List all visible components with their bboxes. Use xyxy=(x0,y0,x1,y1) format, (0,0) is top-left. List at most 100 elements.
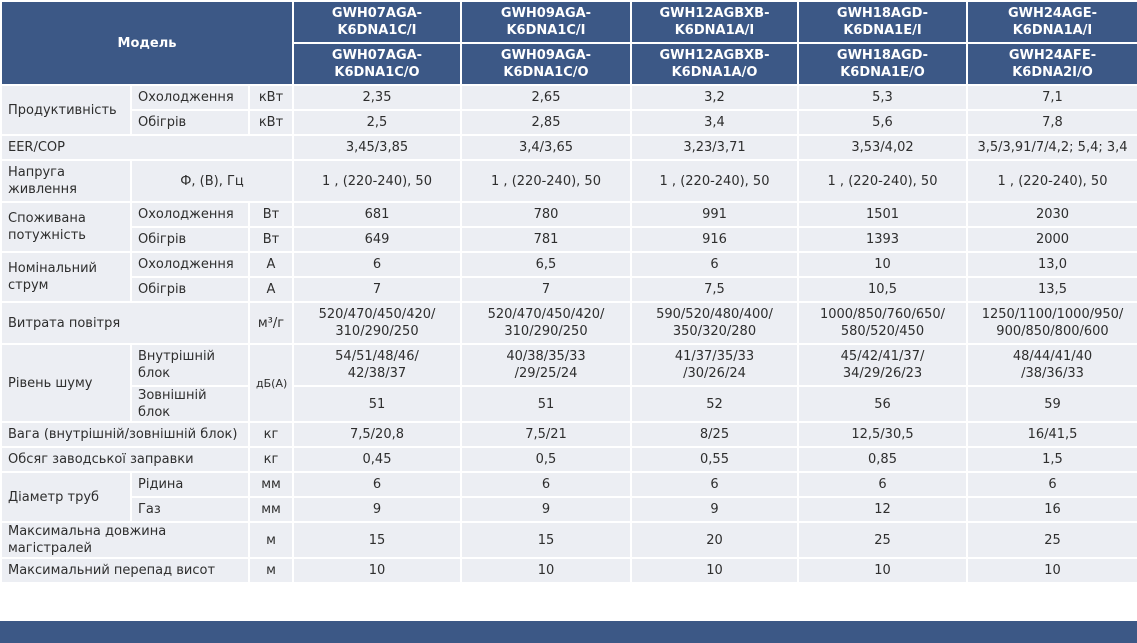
value-cell: 45/42/41/37/ 34/29/26/23 xyxy=(797,343,968,387)
row-label: Діаметр труб xyxy=(0,471,132,523)
value-cell: 15 xyxy=(460,521,632,559)
value-cell: 13,5 xyxy=(966,276,1137,303)
value-cell: 7,5/20,8 xyxy=(292,421,462,448)
body-row: Номінальний струм Охолодження А 6 6,5 6 10 13,0 xyxy=(0,251,1137,303)
value-cell: 59 xyxy=(966,385,1137,423)
value-cell: 10 xyxy=(797,557,968,584)
body-row: Обсяг заводської заправки кг 0,45 0,5 0,55 0,… xyxy=(0,446,1137,473)
value-cell: 51 xyxy=(460,385,632,423)
value-cell: 9 xyxy=(292,496,462,523)
unit: А xyxy=(248,251,294,278)
value-cell: 10 xyxy=(630,557,799,584)
row-label: Номінальний струм xyxy=(0,251,132,303)
body-row: Обігрів А 7 7 7,5 10,5 13,5 xyxy=(1,276,1137,303)
value-cell: 5,3 xyxy=(797,84,968,111)
value-cell: 780 xyxy=(460,201,632,228)
value-cell: 3,23/3,71 xyxy=(630,134,799,161)
value-cell: 7,5 xyxy=(630,276,799,303)
body-row: Обігрів Вт 649 781 916 1393 2000 xyxy=(1,226,1137,253)
header-row: GWH07AGA-K6DNA1C/O GWH09AGA-K6DNA1C/O GWH1… xyxy=(1,42,1137,86)
value-cell: 6 xyxy=(630,251,799,278)
value-cell: 7,1 xyxy=(966,84,1137,111)
row-label: Вага (внутрішній/зовнішній блок) xyxy=(0,421,250,448)
body-row: Обігрів кВт 2,5 2,85 3,4 5,6 7,8 xyxy=(1,109,1137,136)
outdoor-model-cell: GWH09AGA-K6DNA1C/O xyxy=(460,42,632,86)
value-cell: 0,5 xyxy=(460,446,632,473)
value-cell: 3,4/3,65 xyxy=(460,134,632,161)
unit: мм xyxy=(248,471,294,498)
outdoor-model-cell: GWH18AGD-K6DNA1E/O xyxy=(797,42,968,86)
outdoor-model-cell: GWH24AFE-K6DNA2I/O xyxy=(966,42,1137,86)
value-cell: 5,6 xyxy=(797,109,968,136)
sub-label: Охолодження xyxy=(130,84,250,111)
body-row: Споживана потужність Охолодження Вт 681 780 9… xyxy=(0,201,1137,253)
value-cell: 10 xyxy=(292,557,462,584)
spec-table: Модель GWH07AGA-K6DNA1C/I GWH09AGA-K6DNA1C… xyxy=(0,0,1137,584)
unit: м xyxy=(248,557,294,584)
value-cell: 16 xyxy=(966,496,1137,523)
value-cell: 1501 xyxy=(797,201,968,228)
unit: А xyxy=(248,276,294,303)
model-label: Модель xyxy=(0,0,294,86)
value-cell: 7,8 xyxy=(966,109,1137,136)
row-label: Максимальна довжина магістралей xyxy=(0,521,250,559)
value-cell: 7 xyxy=(460,276,632,303)
unit: м xyxy=(248,521,294,559)
unit: кВт xyxy=(248,109,294,136)
value-cell: 48/44/41/40 /38/36/33 xyxy=(966,343,1137,387)
value-cell: 40/38/35/33 /29/25/24 xyxy=(460,343,632,387)
value-cell: 1,5 xyxy=(966,446,1137,473)
value-cell: 1 , (220-240), 50 xyxy=(630,159,799,203)
value-cell: 2,5 xyxy=(292,109,462,136)
indoor-model: GWH24AGE-K6DNA1A/I xyxy=(1008,6,1097,38)
value-cell: 2,65 xyxy=(460,84,632,111)
value-cell: 2000 xyxy=(966,226,1137,253)
value-cell: 6 xyxy=(966,471,1137,498)
value-cell: 56 xyxy=(797,385,968,423)
unit: кг xyxy=(248,446,294,473)
value-cell: 3,4 xyxy=(630,109,799,136)
value-cell: 6 xyxy=(630,471,799,498)
row-label: Рівень шуму xyxy=(0,343,132,423)
outdoor-model-cell: GWH12AGBXB-K6DNA1A/O xyxy=(630,42,799,86)
sub-label: Обігрів xyxy=(130,226,250,253)
table-body: Продуктивність Охолодження кВт 2,35 2,65 3,2 5… xyxy=(0,84,1137,584)
value-cell: 3,2 xyxy=(630,84,799,111)
outdoor-model-cell: GWH07AGA-K6DNA1C/O xyxy=(292,42,462,86)
value-cell: 520/470/450/420/ 310/290/250 xyxy=(292,301,462,345)
value-cell: 590/520/480/400/ 350/320/280 xyxy=(630,301,799,345)
body-row: Максимальна довжина магістралей м 15 15 20 25… xyxy=(0,521,1137,559)
body-row: Діаметр труб Рідина мм 6 6 6 6 6 xyxy=(0,471,1137,523)
value-cell: 7 xyxy=(292,276,462,303)
value-cell: 3,53/4,02 xyxy=(797,134,968,161)
value-cell: 2030 xyxy=(966,201,1137,228)
value-cell: 991 xyxy=(630,201,799,228)
value-cell: 10 xyxy=(966,557,1137,584)
outdoor-model: GWH07AGA-K6DNA1C/O xyxy=(331,48,423,80)
value-cell: 3,5/3,91/7/4,2; 5,4; 3,4 xyxy=(966,134,1137,161)
value-cell: 6,5 xyxy=(460,251,632,278)
unit: м³/г xyxy=(248,301,294,345)
outdoor-model: GWH24AFE-K6DNA2I/O xyxy=(1008,48,1097,80)
unit: кВт xyxy=(248,84,294,111)
body-row: Продуктивність Охолодження кВт 2,35 2,65 3,2 5… xyxy=(0,84,1137,136)
value-cell: 6 xyxy=(797,471,968,498)
indoor-model: GWH12AGBXB-K6DNA1A/I xyxy=(659,6,770,38)
indoor-model-cell: GWH18AGD-K6DNA1E/I xyxy=(797,0,968,44)
value-cell: 781 xyxy=(460,226,632,253)
sub-label: Обігрів xyxy=(130,109,250,136)
body-row: Витрата повітря м³/г 520/470/450/420/ 310/… xyxy=(0,301,1137,345)
value-cell: 13,0 xyxy=(966,251,1137,278)
indoor-model: GWH09AGA-K6DNA1C/I xyxy=(500,6,592,38)
unit: Вт xyxy=(248,226,294,253)
value-cell: 1 , (220-240), 50 xyxy=(966,159,1137,203)
row-label: Продуктивність xyxy=(0,84,132,136)
value-cell: 1 , (220-240), 50 xyxy=(797,159,968,203)
value-cell: 649 xyxy=(292,226,462,253)
value-cell: 12,5/30,5 xyxy=(797,421,968,448)
indoor-model-cell: GWH09AGA-K6DNA1C/I xyxy=(460,0,632,44)
table-header: Модель GWH07AGA-K6DNA1C/I GWH09AGA-K6DNA1C… xyxy=(0,0,1137,86)
sub-label: Внутрішній блок xyxy=(130,343,250,387)
sub-label: Рідина xyxy=(130,471,250,498)
unit: дБ(А) xyxy=(248,343,294,423)
